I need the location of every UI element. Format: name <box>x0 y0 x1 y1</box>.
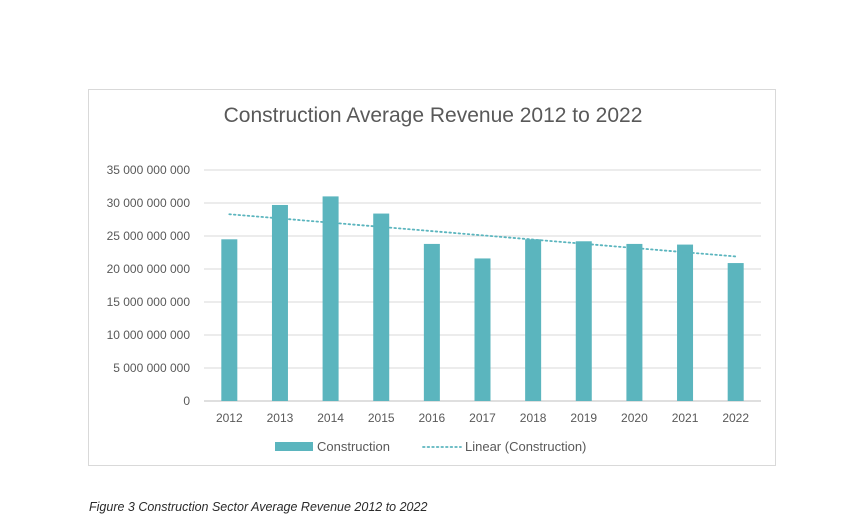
y-tick-label: 10 000 000 000 <box>107 328 191 342</box>
x-tick-label: 2019 <box>570 411 597 425</box>
trendline <box>228 213 737 258</box>
chart-svg: Construction Average Revenue 2012 to 202… <box>107 104 761 454</box>
legend-swatch-construction <box>275 442 313 451</box>
y-tick-label: 20 000 000 000 <box>107 262 191 276</box>
x-tick-label: 2015 <box>368 411 395 425</box>
bar <box>474 258 491 401</box>
x-tick-label: 2021 <box>672 411 699 425</box>
x-tick-label: 2014 <box>317 411 344 425</box>
chart-frame: Construction Average Revenue 2012 to 202… <box>88 89 776 466</box>
bar <box>525 239 542 401</box>
y-tick-label: 0 <box>183 394 190 408</box>
bar <box>221 239 238 401</box>
legend-label-construction: Construction <box>317 439 390 454</box>
x-tick-label: 2022 <box>722 411 749 425</box>
x-tick-label: 2020 <box>621 411 648 425</box>
legend-label-trendline: Linear (Construction) <box>465 439 586 454</box>
x-tick-label: 2013 <box>267 411 294 425</box>
figure-caption: Figure 3 Construction Sector Average Rev… <box>89 500 428 514</box>
bar <box>626 243 643 401</box>
bar <box>271 204 288 401</box>
bar <box>677 244 694 401</box>
bar <box>322 196 339 401</box>
y-tick-label: 15 000 000 000 <box>107 295 191 309</box>
x-tick-label: 2017 <box>469 411 496 425</box>
bar <box>575 241 592 401</box>
bar <box>727 263 744 401</box>
y-tick-label: 25 000 000 000 <box>107 229 191 243</box>
y-tick-label: 5 000 000 000 <box>113 361 190 375</box>
y-tick-label: 30 000 000 000 <box>107 196 191 210</box>
chart-title: Construction Average Revenue 2012 to 202… <box>224 104 643 127</box>
y-tick-label: 35 000 000 000 <box>107 163 191 177</box>
x-tick-label: 2018 <box>520 411 547 425</box>
bar <box>423 243 440 401</box>
x-tick-label: 2016 <box>419 411 446 425</box>
x-tick-label: 2012 <box>216 411 243 425</box>
bar <box>373 213 390 401</box>
